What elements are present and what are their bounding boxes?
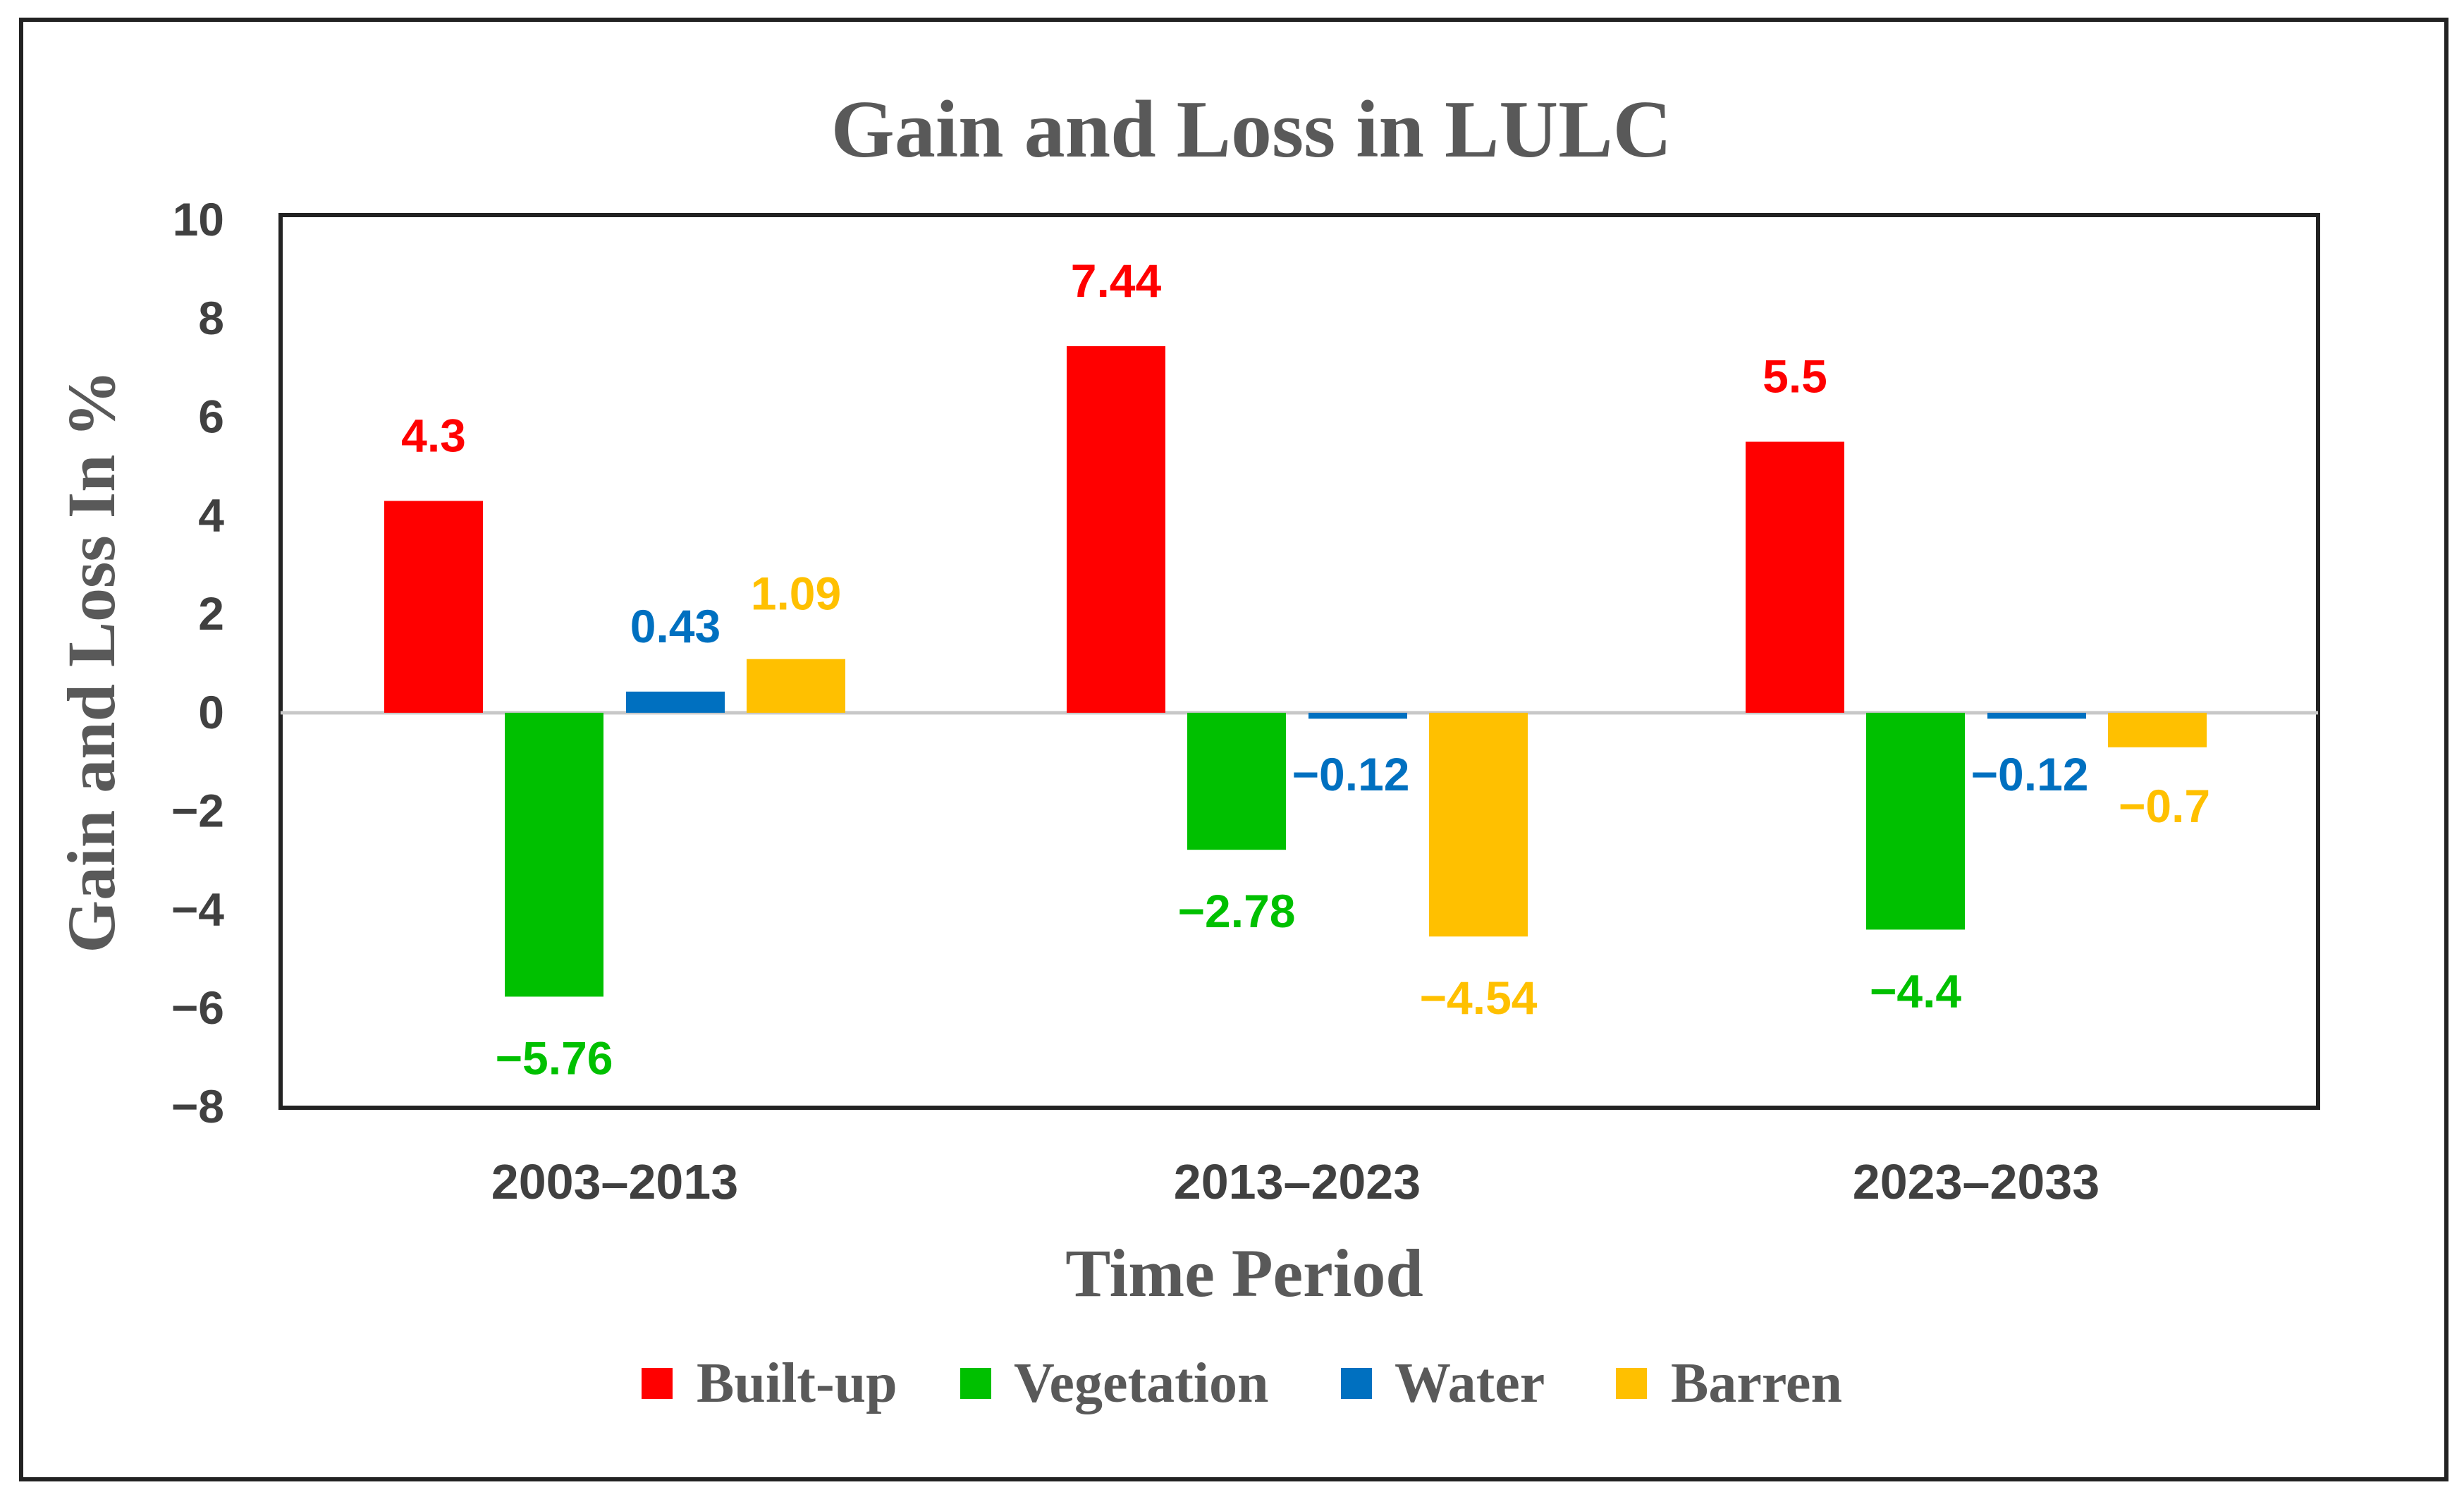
- data-label-vegetation-2: −2.78: [1178, 885, 1296, 937]
- x-category-label: 2023–2033: [1853, 1154, 2100, 1209]
- bar-built-up-1: [384, 501, 483, 713]
- legend-label-vegetation: Vegetation: [1014, 1352, 1268, 1414]
- x-category-label: 2013–2023: [1174, 1154, 1421, 1209]
- y-tick-label: 6: [198, 391, 224, 443]
- y-axis-ticks: 10 8 6 4 2 0 −2 −4 −6 −8: [171, 193, 225, 1132]
- bar-water-1: [626, 691, 725, 713]
- data-label-water-2: −0.12: [1292, 748, 1410, 800]
- y-axis-title: Gain and Loss In %: [54, 369, 129, 953]
- y-tick-label: 8: [198, 292, 224, 344]
- data-label-water-3: −0.12: [1971, 748, 2089, 800]
- data-label-water-1: 0.43: [630, 600, 721, 652]
- legend-swatch-vegetation: [960, 1368, 991, 1399]
- x-axis-title: Time Period: [1065, 1235, 1423, 1311]
- data-label-barren-3: −0.7: [2119, 780, 2210, 832]
- data-label-vegetation-3: −4.4: [1870, 965, 1962, 1017]
- data-label-built-up-1: 4.3: [401, 409, 466, 461]
- x-axis-categories: 2003–2013 2013–2023 2023–2033: [491, 1154, 2100, 1209]
- plot-area: [278, 213, 2320, 1110]
- x-category-label: 2003–2013: [491, 1154, 738, 1209]
- y-tick-label: 0: [198, 686, 224, 738]
- legend-swatch-water: [1341, 1368, 1372, 1399]
- data-label-barren-1: 1.09: [751, 568, 841, 620]
- bars-group: [384, 346, 2207, 997]
- data-label-vegetation-1: −5.76: [496, 1032, 613, 1084]
- y-tick-label: 10: [173, 193, 224, 245]
- bar-vegetation-3: [1866, 712, 1965, 930]
- data-label-built-up-2: 7.44: [1071, 255, 1162, 307]
- bar-barren-1: [747, 659, 845, 713]
- bar-built-up-2: [1067, 346, 1165, 713]
- bar-vegetation-2: [1187, 712, 1286, 850]
- data-label-built-up-3: 5.5: [1763, 350, 1827, 403]
- bar-water-2: [1308, 712, 1407, 719]
- y-tick-label: 4: [198, 489, 224, 541]
- legend-label-barren: Barren: [1671, 1352, 1842, 1414]
- legend-swatch-built-up: [642, 1368, 673, 1399]
- bar-barren-2: [1429, 712, 1528, 937]
- data-label-barren-2: −4.54: [1420, 972, 1538, 1024]
- legend: Built-up Vegetation Water Barren: [642, 1352, 1842, 1414]
- bar-built-up-3: [1746, 441, 1844, 713]
- legend-label-built-up: Built-up: [697, 1352, 897, 1414]
- bar-barren-3: [2108, 712, 2207, 747]
- y-tick-label: −8: [171, 1080, 224, 1132]
- y-tick-label: −4: [171, 883, 225, 935]
- y-tick-label: 2: [198, 587, 224, 640]
- y-tick-label: −2: [171, 785, 224, 837]
- legend-swatch-barren: [1616, 1368, 1647, 1399]
- y-tick-label: −6: [171, 982, 224, 1034]
- bar-water-3: [1987, 712, 2086, 719]
- chart-title: Gain and Loss in LULC: [831, 85, 1672, 175]
- legend-label-water: Water: [1395, 1352, 1545, 1414]
- bar-vegetation-1: [505, 712, 603, 997]
- data-labels: 4.3 7.44 5.5 −5.76 −2.78 −4.4 0.43 −0.12 −0.12 1.…: [401, 255, 2210, 1084]
